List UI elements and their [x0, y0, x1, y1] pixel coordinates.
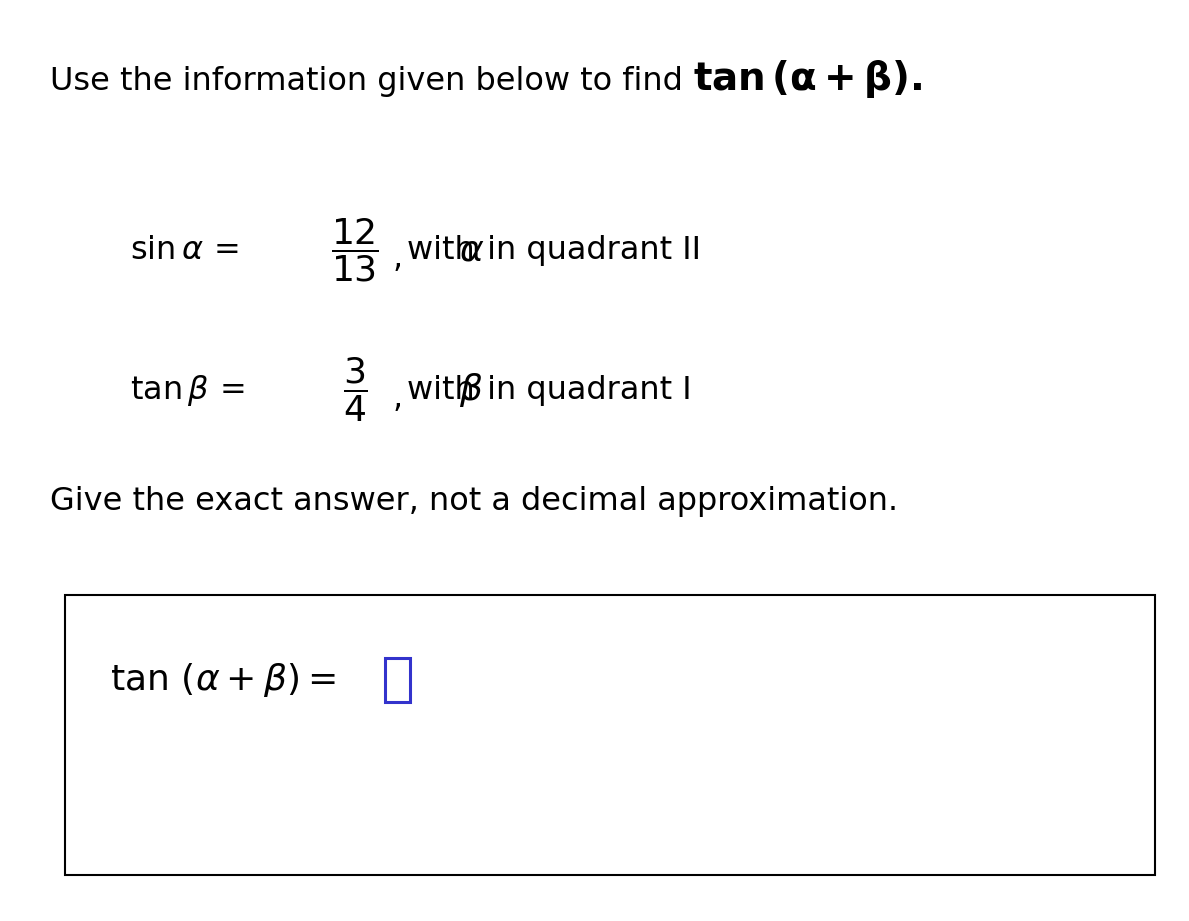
Text: in quadrant I: in quadrant I: [477, 375, 692, 405]
FancyBboxPatch shape: [65, 595, 1155, 875]
Text: in quadrant II: in quadrant II: [477, 235, 702, 265]
Text: $\bf{tan}\,(\alpha + \beta).$: $\bf{tan}\,(\alpha + \beta).$: [693, 58, 923, 100]
FancyBboxPatch shape: [385, 658, 410, 702]
Text: with: with: [407, 375, 485, 405]
Text: $\dfrac{12}{13}$: $\dfrac{12}{13}$: [331, 216, 379, 284]
Text: $\tan\beta\, =\,$: $\tan\beta\, =\,$: [130, 372, 245, 407]
Text: Use the information given below to find: Use the information given below to find: [50, 66, 693, 97]
Text: Give the exact answer, not a decimal approximation.: Give the exact answer, not a decimal app…: [50, 486, 898, 517]
Text: ,: ,: [394, 242, 403, 274]
Text: $\beta$: $\beta$: [459, 371, 483, 409]
Text: $\alpha$: $\alpha$: [459, 233, 484, 267]
Text: $\dfrac{3}{4}$: $\dfrac{3}{4}$: [342, 356, 367, 425]
Text: ,: ,: [394, 382, 403, 414]
Text: with: with: [407, 235, 485, 265]
Text: $\tan\,(\alpha + \beta) = $: $\tan\,(\alpha + \beta) = $: [111, 661, 335, 699]
Text: $\sin\alpha\, =\,$: $\sin\alpha\, =\,$: [130, 235, 239, 265]
